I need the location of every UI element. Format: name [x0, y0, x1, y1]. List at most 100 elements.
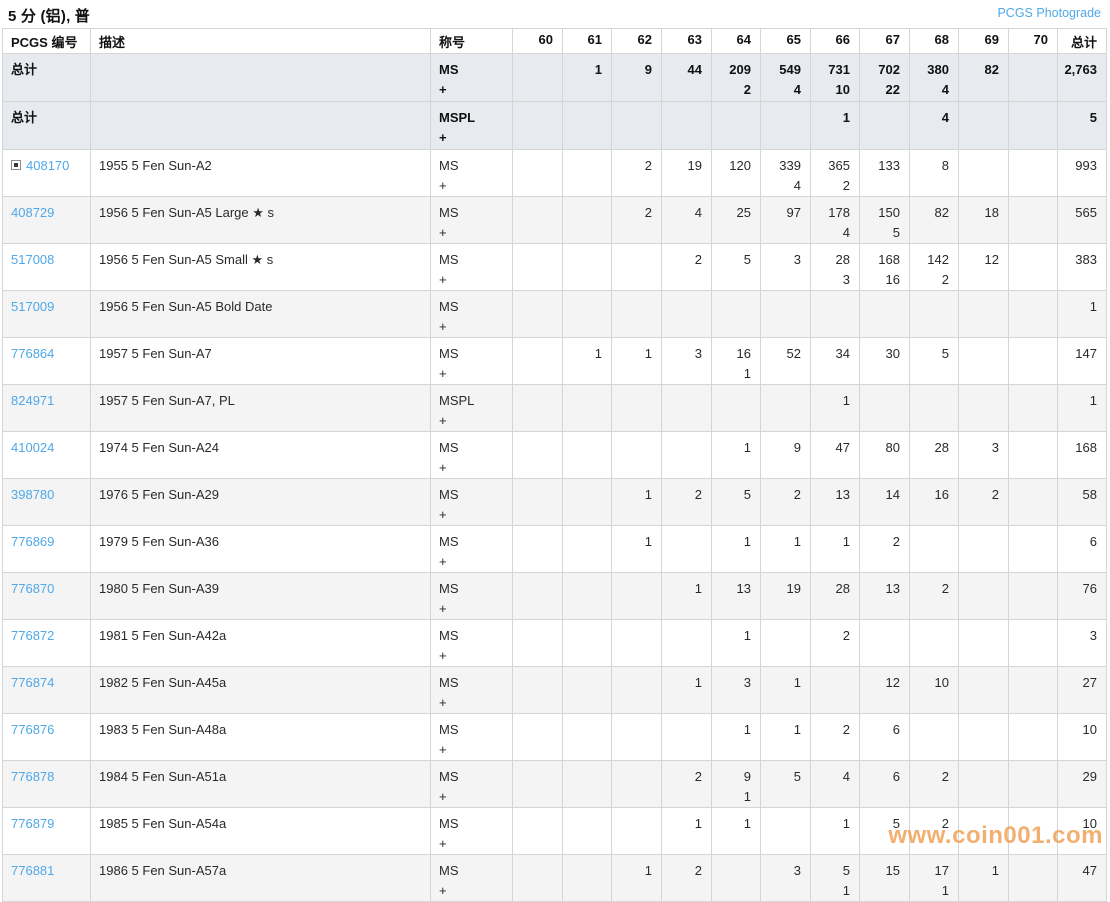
grade-cell-66: 2: [810, 713, 860, 761]
grade-cell-69: [958, 101, 1009, 150]
pcgs-number-link[interactable]: 824971: [11, 393, 55, 408]
pcgs-number-link[interactable]: 408170: [26, 158, 70, 173]
grade-cell-63: 3: [661, 337, 712, 385]
pcgs-number-cell: 517009: [2, 290, 91, 338]
designation-cell: MS +: [430, 807, 513, 855]
pcgs-number-cell: 776878: [2, 760, 91, 808]
pcgs-number-link[interactable]: 517008: [11, 252, 55, 267]
grade-cell-62: [611, 713, 662, 761]
column-header-grade-68: 68: [909, 28, 959, 54]
grade-cell-68: 2: [909, 760, 959, 808]
row-total-cell: 383: [1057, 243, 1107, 291]
grade-cell-63: 19: [661, 149, 712, 197]
grade-cell-63: 44: [661, 53, 712, 102]
grade-cell-66: 731 10: [810, 53, 860, 102]
grade-cell-62: 1: [611, 478, 662, 526]
pcgs-number-link[interactable]: 776864: [11, 346, 55, 361]
grade-cell-62: [611, 807, 662, 855]
grade-cell-70: [1008, 525, 1058, 573]
grade-cell-60: [512, 666, 563, 714]
pcgs-number-link[interactable]: 776876: [11, 722, 55, 737]
grade-cell-63: 2: [661, 760, 712, 808]
grade-cell-61: [562, 760, 612, 808]
grade-cell-63: [661, 713, 712, 761]
grade-cell-63: 2: [661, 243, 712, 291]
pcgs-number-cell: 410024: [2, 431, 91, 479]
grade-cell-62: [611, 101, 662, 150]
grade-cell-70: [1008, 243, 1058, 291]
grade-cell-61: [562, 525, 612, 573]
grade-cell-66: 2: [810, 619, 860, 667]
grade-cell-67: 133: [859, 149, 910, 197]
table-row: 776879 1985 5 Fen Sun-A54a MS +1 1 1 5 2 10: [2, 807, 1107, 855]
coin-description: 1956 5 Fen Sun-A5 Small ★ s: [90, 243, 431, 291]
coin-description: 1980 5 Fen Sun-A39: [90, 572, 431, 620]
grade-cell-64: 1: [711, 807, 761, 855]
column-header-grade-64: 64: [711, 28, 761, 54]
grade-cell-63: 1: [661, 572, 712, 620]
column-header-grade-62: 62: [611, 28, 662, 54]
pcgs-number-link[interactable]: 776872: [11, 628, 55, 643]
grade-cell-70: [1008, 290, 1058, 338]
grade-cell-69: 1: [958, 854, 1009, 902]
grade-cell-61: [562, 101, 612, 150]
grade-cell-64: 209 2: [711, 53, 761, 102]
column-header-designation: 称号: [430, 28, 513, 54]
designation-cell: MS +: [430, 290, 513, 338]
pcgs-number-link[interactable]: 776870: [11, 581, 55, 596]
coin-description: 1984 5 Fen Sun-A51a: [90, 760, 431, 808]
grade-cell-67: 14: [859, 478, 910, 526]
grade-cell-68: 142 2: [909, 243, 959, 291]
grade-cell-70: [1008, 196, 1058, 244]
grade-cell-63: 1: [661, 666, 712, 714]
pcgs-number-link[interactable]: 776869: [11, 534, 55, 549]
grade-cell-60: [512, 431, 563, 479]
grade-cell-66: 4: [810, 760, 860, 808]
grade-cell-68: 8: [909, 149, 959, 197]
grade-cell-64: 25: [711, 196, 761, 244]
column-header-grade-63: 63: [661, 28, 712, 54]
pcgs-number-link[interactable]: 776879: [11, 816, 55, 831]
grade-cell-61: [562, 807, 612, 855]
grade-cell-68: [909, 525, 959, 573]
pcgs-number-link[interactable]: 410024: [11, 440, 55, 455]
pcgs-photograde-link[interactable]: PCGS Photograde: [997, 6, 1101, 20]
grade-cell-65: 9: [760, 431, 811, 479]
column-header-grade-60: 60: [512, 28, 563, 54]
pcgs-number-link[interactable]: 517009: [11, 299, 55, 314]
grade-cell-63: [661, 101, 712, 150]
grade-cell-68: 17 1: [909, 854, 959, 902]
designation-cell: MS +: [430, 525, 513, 573]
grade-cell-67: 80: [859, 431, 910, 479]
table-row: 517008 1956 5 Fen Sun-A5 Small ★ s MS + 2 5 3 2…: [2, 243, 1107, 291]
row-total-cell: 6: [1057, 525, 1107, 573]
coin-description: 1981 5 Fen Sun-A42a: [90, 619, 431, 667]
totals-label: 总计: [2, 101, 91, 150]
totals-label: 总计: [2, 53, 91, 102]
grade-cell-62: 9: [611, 53, 662, 102]
grade-cell-70: [1008, 384, 1058, 432]
coin-description: 1982 5 Fen Sun-A45a: [90, 666, 431, 714]
designation-cell: MS +: [430, 431, 513, 479]
grade-cell-64: [711, 101, 761, 150]
grade-cell-69: [958, 525, 1009, 573]
grade-cell-70: [1008, 760, 1058, 808]
pcgs-number-link[interactable]: 776878: [11, 769, 55, 784]
expand-icon[interactable]: [11, 160, 21, 170]
row-total-cell: 168: [1057, 431, 1107, 479]
grade-cell-62: [611, 760, 662, 808]
grade-cell-66: 365 2: [810, 149, 860, 197]
pcgs-number-link[interactable]: 398780: [11, 487, 55, 502]
grade-cell-66: 1: [810, 384, 860, 432]
pcgs-number-link[interactable]: 776881: [11, 863, 55, 878]
grade-cell-67: 13: [859, 572, 910, 620]
grade-cell-70: [1008, 854, 1058, 902]
column-header-grade-70: 70: [1008, 28, 1058, 54]
grade-cell-69: [958, 666, 1009, 714]
pcgs-number-link[interactable]: 776874: [11, 675, 55, 690]
grade-cell-62: [611, 431, 662, 479]
pcgs-number-link[interactable]: 408729: [11, 205, 55, 220]
grade-cell-69: 82: [958, 53, 1009, 102]
grade-cell-67: 2: [859, 525, 910, 573]
grade-cell-66: 28 3: [810, 243, 860, 291]
